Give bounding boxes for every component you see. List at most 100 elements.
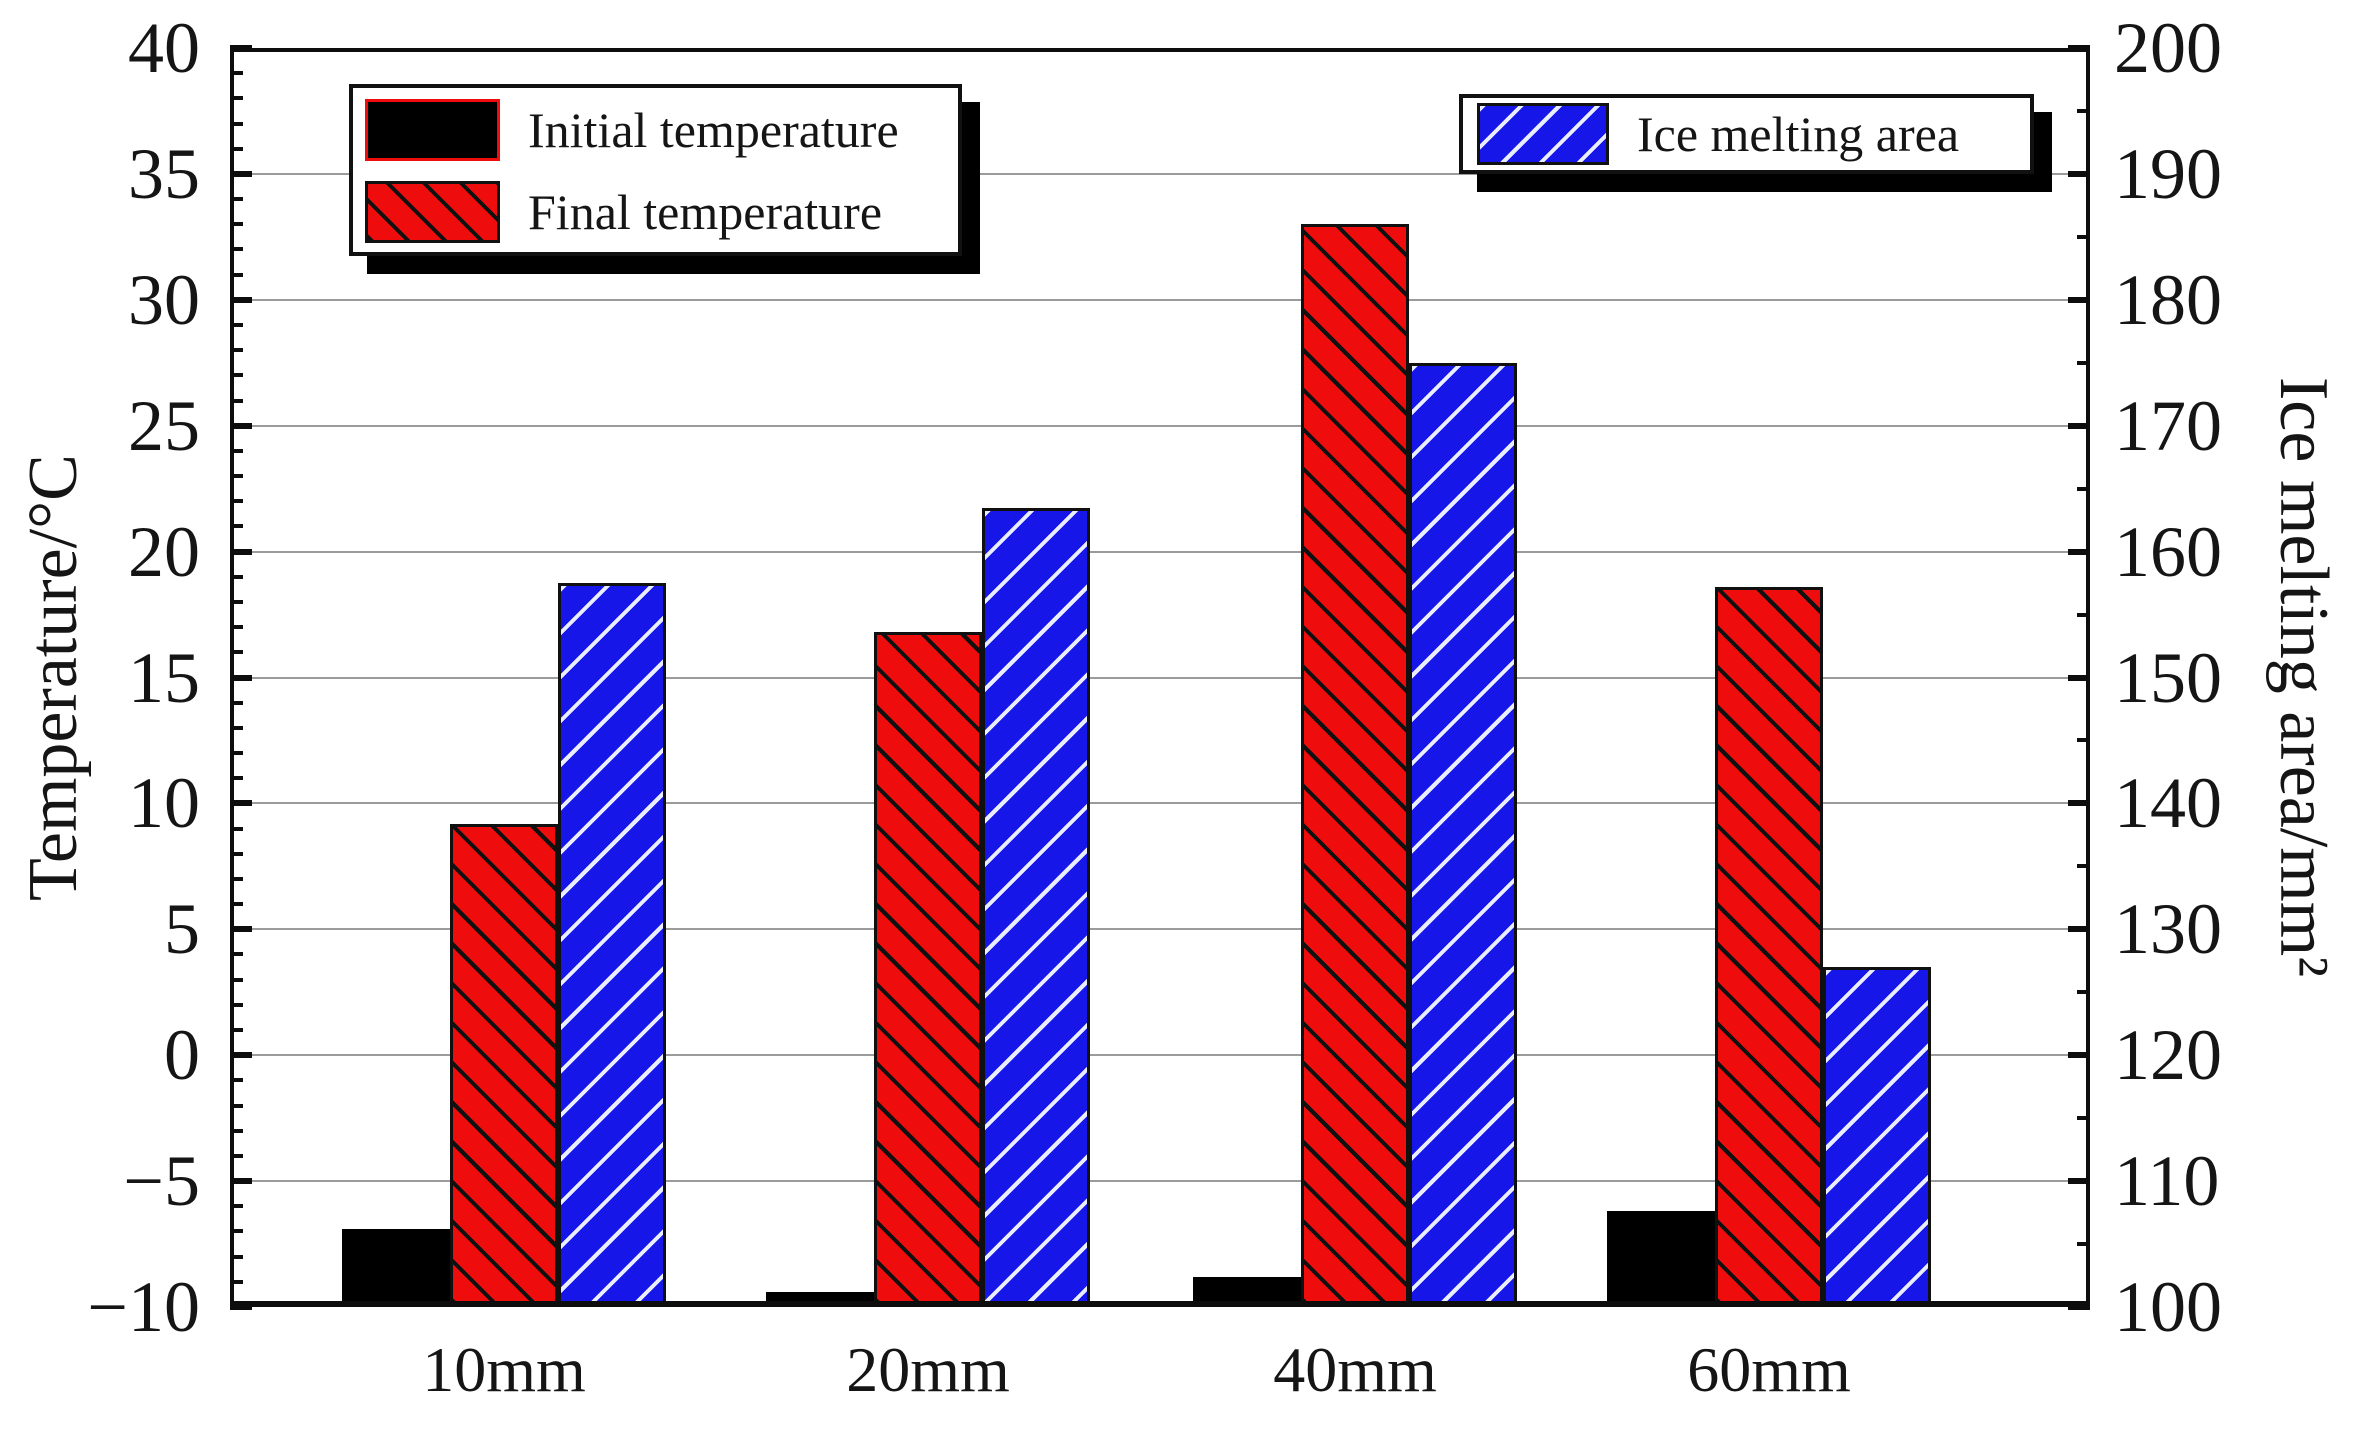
left-axis-tick-label-5: 5 bbox=[164, 889, 200, 970]
left-axis-tick-label-20: 20 bbox=[128, 511, 200, 592]
gridline--5 bbox=[230, 1180, 2090, 1183]
right-tick-165 bbox=[2077, 486, 2090, 491]
left-tick-18 bbox=[230, 599, 243, 604]
right-tick-145 bbox=[2077, 738, 2090, 743]
gridline-25 bbox=[230, 424, 2090, 427]
right-tick-175 bbox=[2077, 360, 2090, 365]
right-axis-tick-label-110: 110 bbox=[2114, 1141, 2220, 1222]
left-tick-14 bbox=[230, 700, 243, 705]
right-axis-tick-label-160: 160 bbox=[2114, 511, 2222, 592]
left-tick-26 bbox=[230, 398, 243, 403]
right-axis-title: Ice melting area/mm² bbox=[2265, 377, 2342, 978]
legend-item-final-temperature: Final temperature bbox=[365, 177, 948, 246]
gridline-0 bbox=[230, 1054, 2090, 1057]
left-tick--2 bbox=[230, 1103, 243, 1108]
bar-final-temperature-10mm bbox=[450, 823, 558, 1307]
left-tick-40 bbox=[230, 45, 252, 51]
legend-label-final-temperature: Final temperature bbox=[528, 183, 883, 240]
right-tick-170 bbox=[2068, 422, 2090, 429]
right-tick-200 bbox=[2068, 45, 2090, 51]
left-tick-10 bbox=[230, 800, 252, 807]
bar-ice-melting-area-10mm bbox=[558, 583, 666, 1307]
right-tick-120 bbox=[2068, 1052, 2090, 1059]
left-tick--5 bbox=[230, 1178, 252, 1185]
legend-item-initial-temperature: Initial temperature bbox=[365, 95, 948, 164]
temperature-legend: Initial temperature Final temperature bbox=[349, 84, 962, 256]
right-tick-155 bbox=[2077, 612, 2090, 617]
left-axis-tick-label-−10: −10 bbox=[87, 1267, 200, 1347]
left-axis-tick-label-15: 15 bbox=[128, 637, 200, 718]
left-tick-2 bbox=[230, 1002, 243, 1007]
left-tick-3 bbox=[230, 977, 243, 982]
left-tick-4 bbox=[230, 952, 243, 957]
left-tick-24 bbox=[230, 448, 243, 453]
left-tick--10 bbox=[230, 1304, 252, 1310]
right-axis-tick-label-180: 180 bbox=[2114, 259, 2222, 340]
right-tick-190 bbox=[2068, 170, 2090, 177]
area-legend: Ice melting area bbox=[1459, 94, 2034, 174]
left-tick--4 bbox=[230, 1153, 243, 1158]
left-tick-27 bbox=[230, 373, 243, 378]
left-tick-9 bbox=[230, 826, 243, 831]
left-tick-16 bbox=[230, 650, 243, 655]
right-tick-110 bbox=[2068, 1178, 2090, 1185]
left-tick--6 bbox=[230, 1204, 243, 1209]
left-tick-23 bbox=[230, 474, 243, 479]
left-tick-22 bbox=[230, 499, 243, 504]
left-tick-28 bbox=[230, 348, 243, 353]
gridline-5 bbox=[230, 928, 2090, 931]
bar-final-temperature-20mm bbox=[874, 632, 982, 1307]
left-tick-36 bbox=[230, 146, 243, 151]
bar-ice-melting-area-20mm bbox=[982, 507, 1090, 1307]
x-axis-label-10mm: 10mm bbox=[422, 1334, 586, 1405]
bar-final-temperature-60mm bbox=[1715, 586, 1823, 1307]
left-tick--3 bbox=[230, 1128, 243, 1133]
right-tick-115 bbox=[2077, 1116, 2090, 1121]
right-tick-150 bbox=[2068, 674, 2090, 681]
right-tick-100 bbox=[2068, 1304, 2090, 1310]
left-tick-19 bbox=[230, 574, 243, 579]
right-tick-135 bbox=[2077, 864, 2090, 869]
right-tick-185 bbox=[2077, 234, 2090, 239]
left-axis-tick-label-−5: −5 bbox=[123, 1141, 200, 1222]
right-tick-195 bbox=[2077, 108, 2090, 113]
left-tick-6 bbox=[230, 902, 243, 907]
bar-initial-temperature-20mm bbox=[766, 1291, 874, 1307]
left-tick-0 bbox=[230, 1052, 252, 1059]
right-axis-tick-label-170: 170 bbox=[2114, 385, 2222, 466]
gridline-20 bbox=[230, 550, 2090, 553]
left-tick-21 bbox=[230, 524, 243, 529]
ice-melting-area-swatch bbox=[1477, 103, 1609, 165]
right-tick-125 bbox=[2077, 990, 2090, 995]
right-tick-105 bbox=[2077, 1242, 2090, 1247]
bar-final-temperature-40mm bbox=[1301, 224, 1409, 1307]
left-tick-32 bbox=[230, 247, 243, 252]
final-temperature-swatch bbox=[365, 180, 500, 243]
left-tick-7 bbox=[230, 876, 243, 881]
left-axis-tick-label-25: 25 bbox=[128, 385, 200, 466]
right-tick-180 bbox=[2068, 296, 2090, 303]
left-tick-34 bbox=[230, 197, 243, 202]
bar-initial-temperature-10mm bbox=[342, 1228, 450, 1307]
left-tick--1 bbox=[230, 1078, 243, 1083]
left-tick-30 bbox=[230, 296, 252, 303]
initial-temperature-swatch bbox=[365, 98, 500, 161]
left-tick-15 bbox=[230, 674, 252, 681]
legend-label-initial-temperature: Initial temperature bbox=[528, 101, 899, 158]
right-axis-tick-label-150: 150 bbox=[2114, 637, 2222, 718]
left-tick-31 bbox=[230, 272, 243, 277]
legend-item-ice-melting-area: Ice melting area bbox=[1477, 102, 2020, 166]
plot-area bbox=[230, 45, 2090, 1310]
gridline-15 bbox=[230, 676, 2090, 679]
bar-ice-melting-area-40mm bbox=[1409, 362, 1517, 1307]
left-axis-tick-label-30: 30 bbox=[128, 259, 200, 340]
left-axis-tick-label-10: 10 bbox=[128, 763, 200, 844]
gridline-35 bbox=[230, 172, 2090, 175]
gridline-30 bbox=[230, 298, 2090, 301]
left-tick-25 bbox=[230, 422, 252, 429]
x-axis-label-20mm: 20mm bbox=[846, 1334, 1010, 1405]
right-tick-130 bbox=[2068, 926, 2090, 933]
left-tick-1 bbox=[230, 1028, 243, 1033]
right-axis-tick-label-200: 200 bbox=[2114, 8, 2222, 88]
